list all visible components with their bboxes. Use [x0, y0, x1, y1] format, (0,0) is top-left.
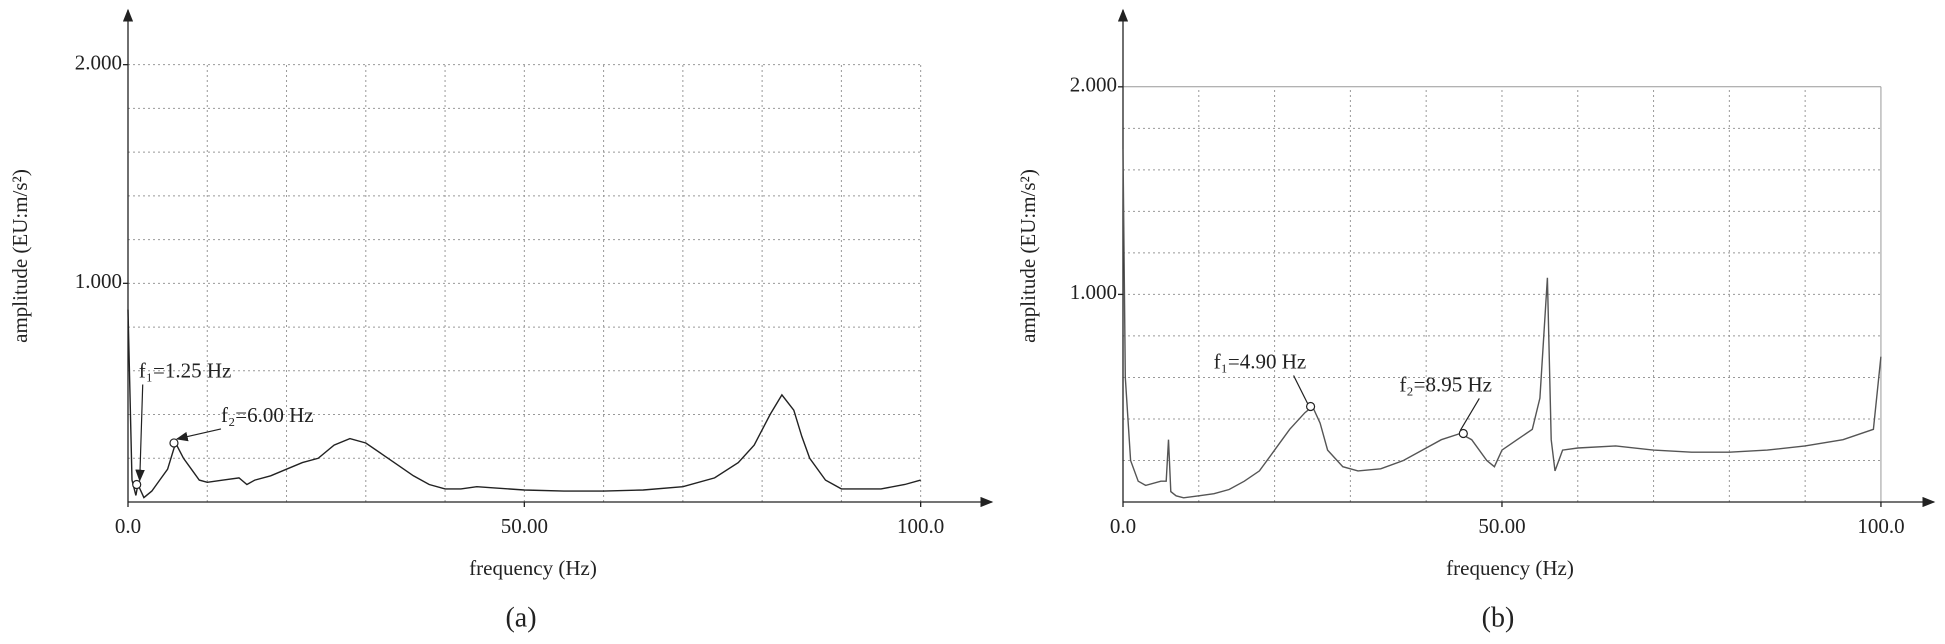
annotation-leader	[1459, 398, 1480, 431]
x-tick-label: 0.0	[115, 514, 141, 538]
y-axis-label: amplitude (EU:m/s²)	[1016, 169, 1040, 343]
caption: (a)	[505, 602, 536, 633]
y-tick-label: 1.000	[1070, 280, 1117, 304]
x-axis-label: frequency (Hz)	[469, 556, 597, 580]
x-tick-label: 0.0	[1110, 514, 1136, 538]
x-tick-label: 100.0	[897, 514, 944, 538]
annotation-arrow	[135, 384, 145, 482]
annotation-label: f₂=6.00 Hz	[221, 403, 314, 427]
annotation-label: f₁=1.25 Hz	[139, 358, 232, 382]
annotation-label: f₁=4.90 Hz	[1214, 349, 1307, 373]
annotation-marker	[1305, 401, 1316, 412]
annotation-arrow	[175, 428, 222, 442]
annotation-marker	[169, 438, 179, 448]
x-tick-label: 50.00	[1478, 514, 1525, 538]
annotation-marker	[132, 479, 142, 490]
caption: (b)	[1482, 602, 1515, 633]
x-tick-label: 100.0	[1857, 514, 1904, 538]
y-tick-label: 2.000	[75, 50, 122, 74]
annotation-label: f₂=8.95 Hz	[1399, 372, 1492, 396]
x-tick-label: 50.00	[501, 514, 548, 538]
annotation-marker	[1458, 428, 1468, 439]
spectrum-line	[1122, 149, 1882, 499]
annotation-leader	[1293, 375, 1309, 404]
y-tick-label: 1.000	[75, 269, 122, 293]
y-axis-label: amplitude (EU:m/s²)	[8, 169, 32, 343]
y-tick-label: 2.000	[1070, 73, 1117, 97]
x-axis-label: frequency (Hz)	[1446, 556, 1574, 580]
